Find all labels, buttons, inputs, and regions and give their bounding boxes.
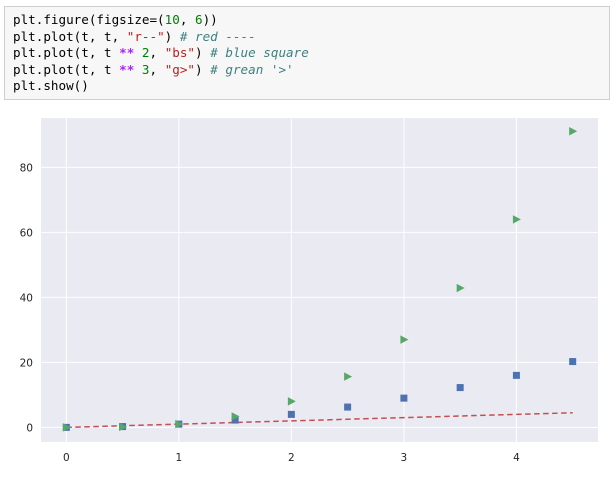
code-token: )) bbox=[202, 12, 218, 27]
code-cell[interactable]: plt.figure(figsize=(10, 6)) plt.plot(t, t… bbox=[4, 6, 610, 100]
code-token: , bbox=[149, 45, 165, 61]
data-point bbox=[456, 384, 464, 392]
data-point bbox=[231, 412, 240, 421]
code-token: # grean '>' bbox=[210, 61, 294, 77]
x-tick-label: 4 bbox=[513, 452, 520, 464]
data-point bbox=[569, 358, 577, 366]
code-token: ) bbox=[195, 61, 211, 77]
series-line bbox=[66, 412, 573, 429]
code-token: plt.show() bbox=[13, 78, 89, 94]
plot-area bbox=[41, 118, 598, 442]
code-token: plt.plot(t, t bbox=[13, 61, 120, 77]
code-token: , bbox=[149, 61, 165, 77]
code-token bbox=[134, 62, 142, 77]
code-token: plt.plot(t, t, bbox=[13, 28, 127, 44]
code-token: "bs" bbox=[164, 45, 196, 61]
code-token: 6 bbox=[195, 12, 203, 27]
series-g bbox=[62, 127, 578, 432]
code-token bbox=[134, 45, 142, 60]
data-point bbox=[400, 394, 408, 402]
code-line: plt.plot(t, t ** 3, "g>") # grean '>' bbox=[13, 62, 601, 79]
data-point bbox=[119, 422, 128, 432]
data-point bbox=[344, 403, 352, 411]
data-point bbox=[231, 416, 239, 424]
y-tick-label: 80 bbox=[20, 162, 33, 174]
code-token: # blue square bbox=[210, 45, 309, 61]
data-point bbox=[287, 410, 295, 418]
code-token: , bbox=[179, 12, 195, 27]
code-token: plt.figure(figsize=( bbox=[13, 12, 165, 27]
code-token: "g>" bbox=[164, 61, 196, 77]
code-token: 2 bbox=[141, 45, 150, 61]
code-token: ** bbox=[119, 61, 135, 77]
series-r bbox=[66, 412, 573, 429]
data-point bbox=[512, 215, 521, 224]
data-point bbox=[512, 371, 520, 379]
y-tick-label: 60 bbox=[20, 227, 33, 239]
code-token: plt.plot(t, t bbox=[13, 45, 120, 61]
data-point bbox=[175, 419, 184, 429]
x-tick-label: 1 bbox=[175, 452, 182, 464]
code-token: ) bbox=[195, 45, 211, 61]
code-line: plt.plot(t, t, "r--") # red ---- bbox=[13, 29, 601, 46]
data-point bbox=[62, 423, 71, 432]
x-tick-label: 3 bbox=[401, 452, 408, 464]
code-token: # red ---- bbox=[179, 28, 256, 44]
code-token: 10 bbox=[164, 12, 180, 27]
data-point bbox=[456, 283, 465, 293]
code-token: 3 bbox=[141, 61, 150, 77]
data-point bbox=[400, 335, 409, 344]
code-line: plt.show() bbox=[13, 78, 601, 95]
code-line: plt.plot(t, t ** 2, "bs") # blue square bbox=[13, 45, 601, 62]
grid-lines bbox=[41, 118, 598, 442]
y-tick-label: 20 bbox=[20, 357, 33, 369]
code-token: ) bbox=[164, 28, 180, 44]
x-tick-label: 0 bbox=[63, 452, 70, 464]
y-tick-label: 40 bbox=[20, 292, 33, 304]
x-tick-label: 2 bbox=[288, 452, 295, 464]
code-token: "r--" bbox=[126, 28, 165, 44]
data-point bbox=[344, 372, 353, 381]
series-group bbox=[62, 127, 578, 432]
code-line: plt.figure(figsize=(10, 6)) bbox=[13, 12, 601, 29]
data-point bbox=[287, 397, 296, 406]
data-point bbox=[569, 127, 578, 136]
y-tick-label: 0 bbox=[26, 422, 33, 434]
code-token: ** bbox=[119, 45, 135, 61]
